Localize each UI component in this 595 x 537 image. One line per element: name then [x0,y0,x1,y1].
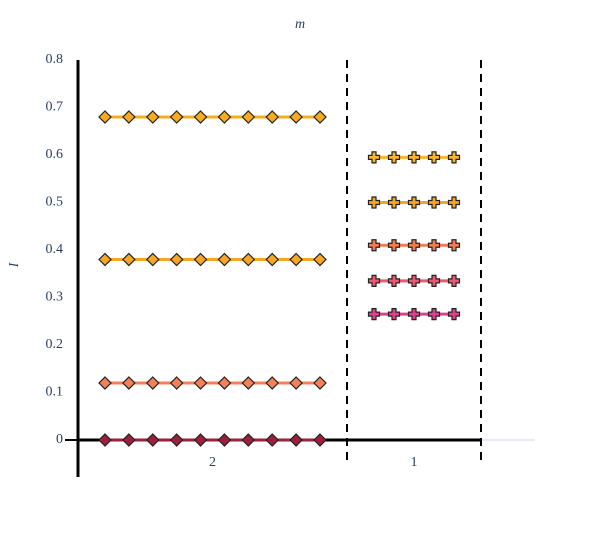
point [289,433,303,447]
y-tick-label: 0.5 [46,195,64,210]
point [265,110,280,124]
point [122,252,136,267]
point [122,376,136,390]
y-tick-label: 0.3 [46,290,64,305]
point [217,433,232,447]
point [367,239,381,252]
point [217,376,232,390]
point [241,433,256,447]
point [407,151,421,164]
point [427,196,441,209]
point [217,110,232,124]
point [447,308,461,321]
point [407,308,421,321]
point [122,110,136,124]
point [427,308,441,321]
point [289,110,303,124]
point [241,376,256,390]
point [145,110,160,124]
point [98,110,112,124]
point [169,110,184,124]
point [193,252,208,267]
y-tick-label: 0.4 [46,242,64,257]
point [313,376,327,390]
point [447,274,461,287]
point [447,196,461,209]
point [265,252,280,267]
point [217,252,232,267]
point [289,376,303,390]
point [241,110,256,124]
x-tick-label: 2 [209,455,216,470]
point [313,110,327,124]
point [265,433,280,447]
y-tick-label: 0.6 [46,147,64,162]
point [313,433,327,447]
point [447,151,461,164]
point [367,196,381,209]
point [265,376,280,390]
point [145,252,160,267]
point [169,433,184,447]
point [387,151,401,164]
y-tick-label: 0.8 [46,52,64,67]
point [387,274,401,287]
y-tick-label: 0.7 [46,100,64,115]
point [289,252,303,267]
point [145,433,160,447]
y-tick-label: 0 [56,432,63,447]
y-tick-label: 0.2 [46,337,64,352]
point [193,376,208,390]
point [447,239,461,252]
point [169,376,184,390]
point [169,252,184,267]
point [427,151,441,164]
point [122,433,136,447]
point [387,308,401,321]
point [145,376,160,390]
point [241,252,256,267]
chart-title: m [295,17,305,32]
point [313,252,327,267]
point [367,274,381,287]
point [427,274,441,287]
point [387,239,401,252]
point [407,274,421,287]
y-tick-label: 0.1 [46,385,64,400]
point [367,308,381,321]
point [407,196,421,209]
point [98,252,112,267]
point [193,110,208,124]
point [193,433,208,447]
point [98,376,112,390]
point [407,239,421,252]
y-axis-label: I [7,261,22,268]
point [367,151,381,164]
point [98,433,112,447]
x-tick-label: 1 [411,455,418,470]
point [427,239,441,252]
point [387,196,401,209]
